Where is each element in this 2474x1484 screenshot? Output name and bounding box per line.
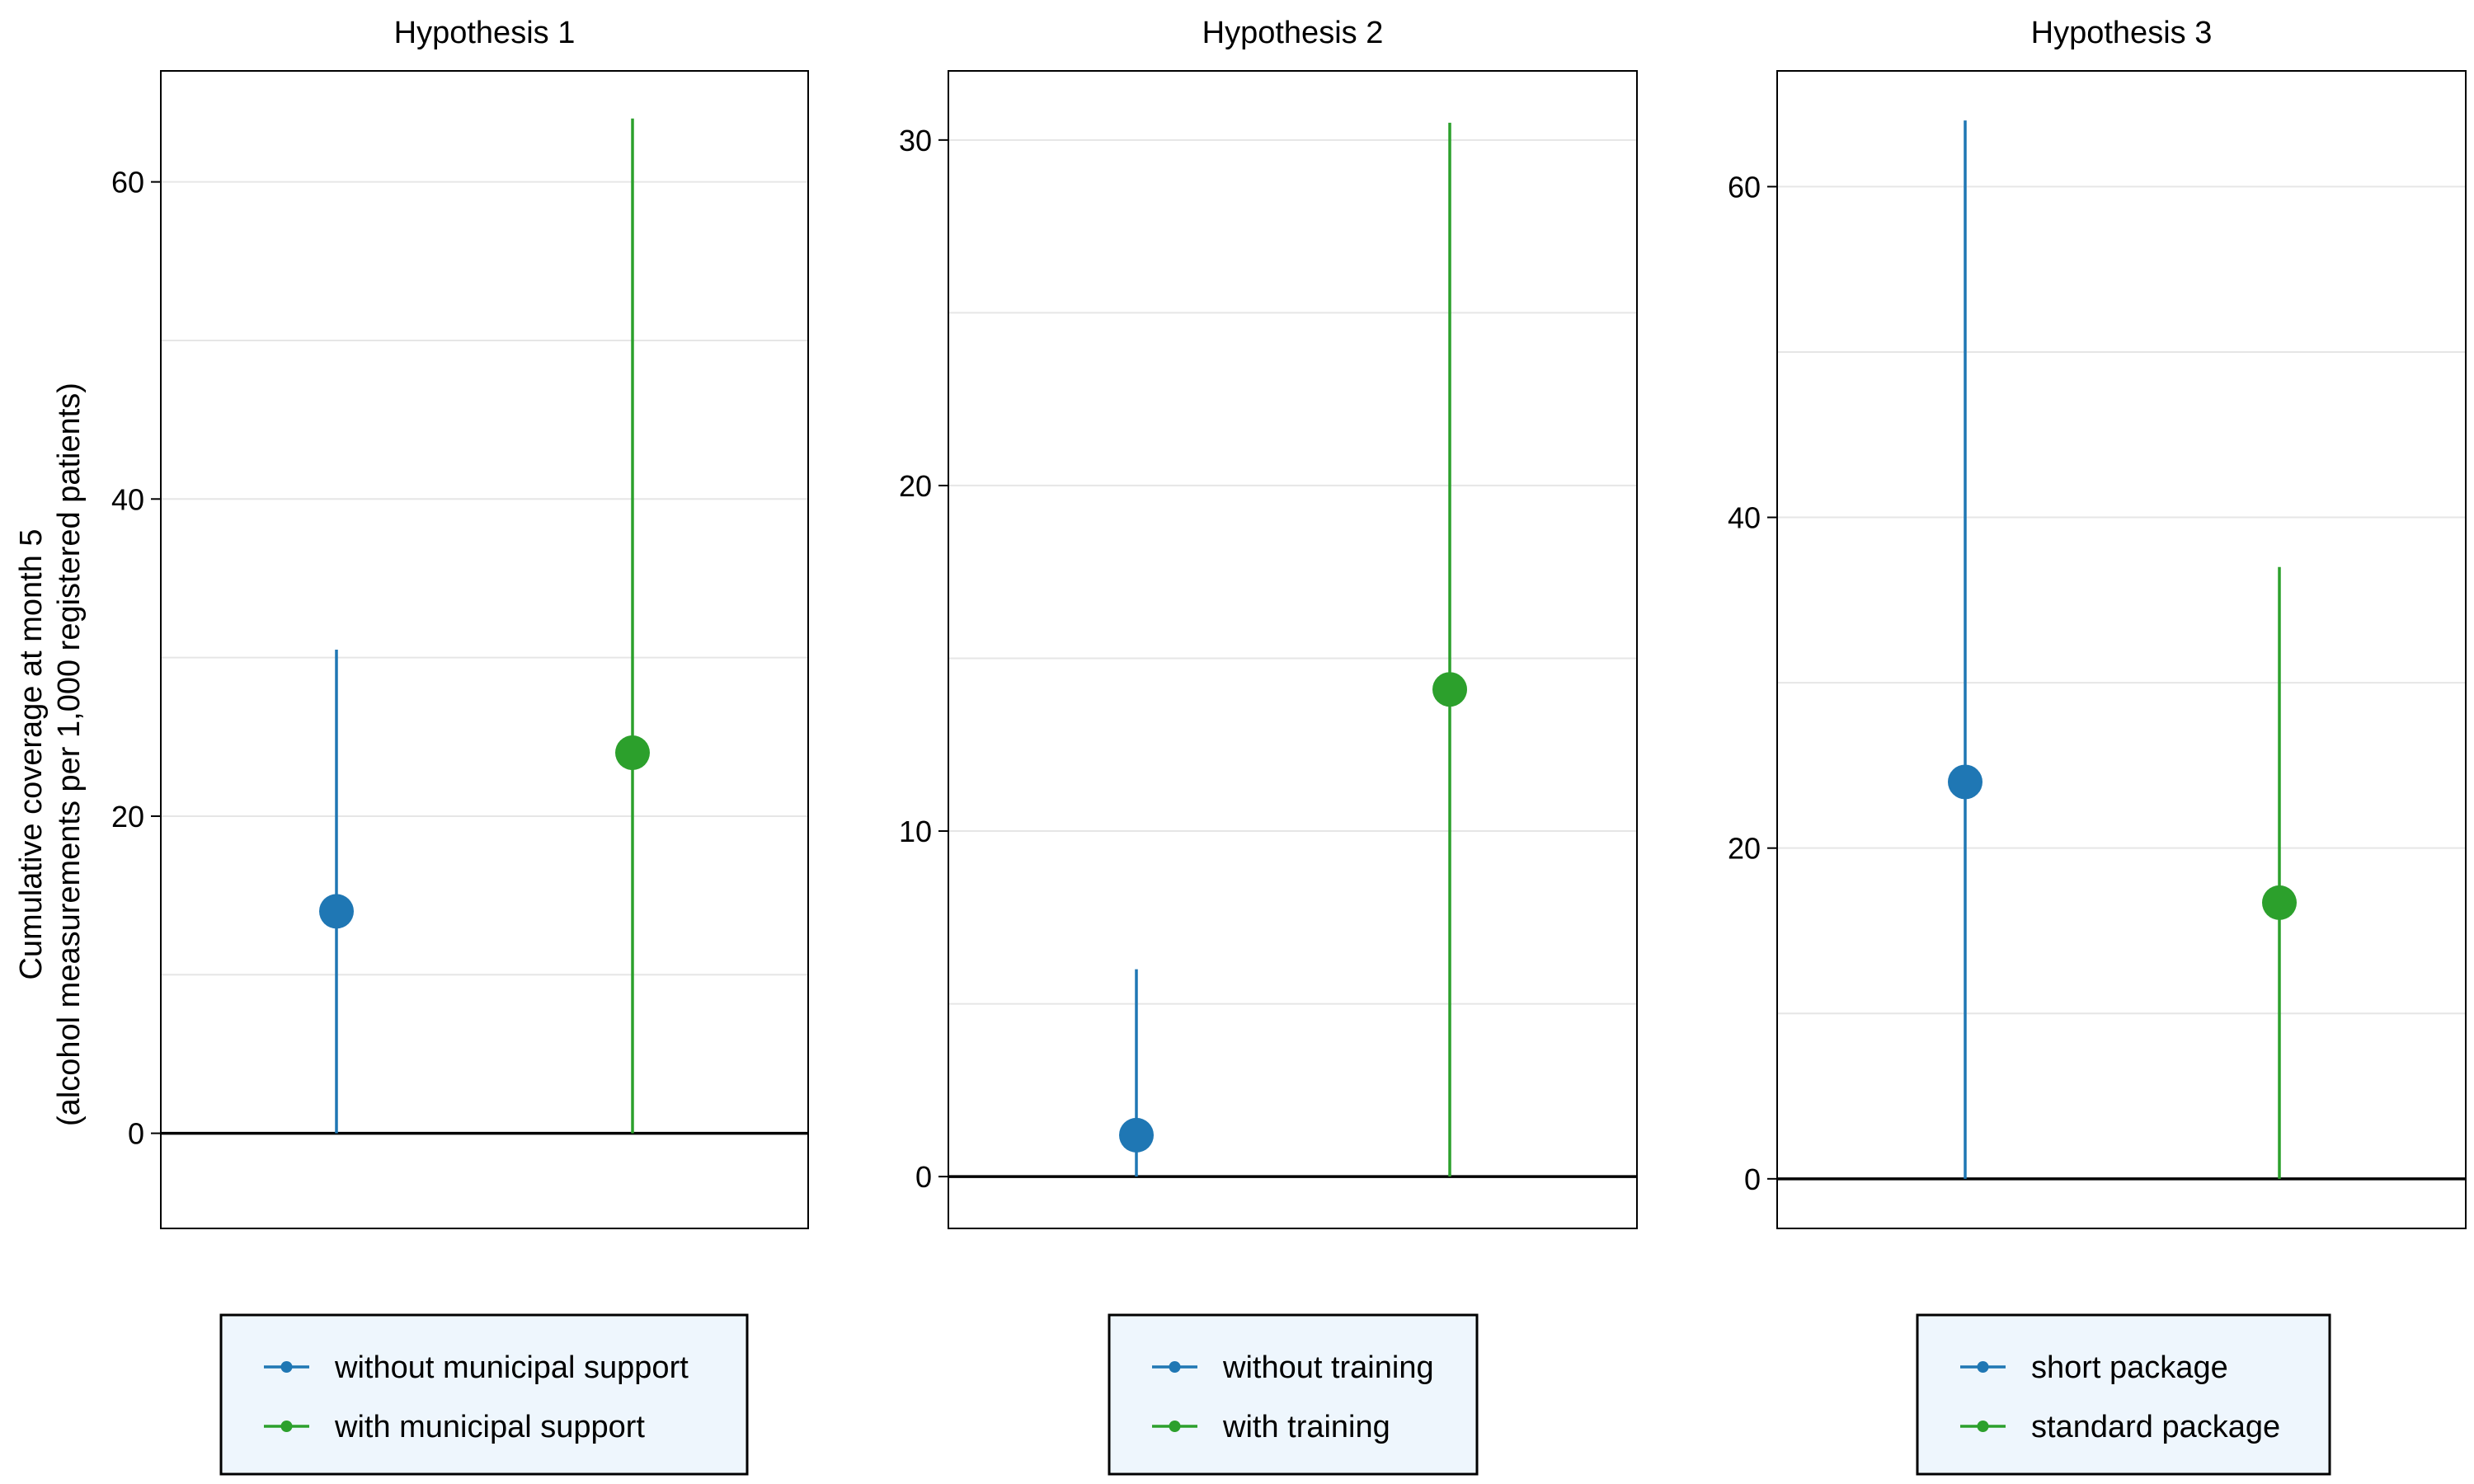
legend: without municipal support with municipal … bbox=[219, 1313, 749, 1476]
y-tick-label: 20 bbox=[111, 800, 144, 834]
y-axis-label-line2: (alcohol measurements per 1,000 register… bbox=[52, 383, 87, 1126]
y-tick-label: 10 bbox=[899, 815, 932, 848]
point-estimate bbox=[615, 735, 650, 771]
y-tick-label: 60 bbox=[111, 166, 144, 200]
legend-label: without municipal support bbox=[334, 1350, 689, 1385]
point-estimate bbox=[1119, 1117, 1154, 1153]
panel-title: Hypothesis 1 bbox=[394, 16, 576, 50]
y-tick-label: 40 bbox=[111, 482, 144, 516]
point-estimate bbox=[1948, 764, 1982, 800]
panel-2: Hypothesis 2 0 10 20 30 without training with … bbox=[899, 16, 1638, 1476]
legend-box bbox=[1108, 1313, 1479, 1476]
y-tick-label: 0 bbox=[1744, 1162, 1761, 1196]
legend-key-marker bbox=[1169, 1361, 1181, 1373]
legend-box bbox=[219, 1313, 749, 1476]
point-estimate bbox=[1432, 672, 1467, 707]
y-tick-label: 20 bbox=[1728, 832, 1761, 866]
panel-title: Hypothesis 3 bbox=[2031, 16, 2213, 50]
plot-frame bbox=[160, 70, 809, 1229]
legend-key-marker bbox=[1977, 1361, 1989, 1373]
y-axis-label-line1: Cumulative coverage at month 5 bbox=[14, 528, 49, 979]
legend-label: standard package bbox=[2031, 1410, 2280, 1444]
legend: short package standard package bbox=[1916, 1313, 2331, 1476]
y-tick-label: 20 bbox=[899, 469, 932, 503]
panel-3: Hypothesis 3 0 20 40 60 short package standard… bbox=[1728, 16, 2467, 1476]
y-tick-label: 60 bbox=[1728, 170, 1761, 204]
legend-key-marker bbox=[280, 1421, 293, 1432]
legend-label: without training bbox=[1222, 1350, 1434, 1385]
y-tick-label: 0 bbox=[128, 1117, 144, 1151]
panel-title: Hypothesis 2 bbox=[1202, 16, 1384, 50]
y-tick-label: 0 bbox=[915, 1160, 932, 1194]
y-tick-label: 30 bbox=[899, 124, 932, 157]
point-estimate bbox=[319, 894, 354, 929]
y-tick-label: 40 bbox=[1728, 501, 1761, 535]
legend: without training with training bbox=[1108, 1313, 1479, 1476]
point-estimate bbox=[2262, 885, 2297, 920]
legend-label: short package bbox=[2031, 1350, 2228, 1385]
legend-box bbox=[1916, 1313, 2331, 1476]
panels: Hypothesis 1 0 20 40 60 without municipal sup… bbox=[111, 16, 2467, 1476]
legend-key-marker bbox=[1977, 1421, 1989, 1432]
legend-label: with training bbox=[1222, 1410, 1390, 1444]
legend-label: with municipal support bbox=[334, 1410, 645, 1444]
plot-frame bbox=[948, 70, 1638, 1229]
plot-frame bbox=[1776, 70, 2467, 1229]
legend-key-marker bbox=[280, 1361, 293, 1373]
legend-key-marker bbox=[1169, 1421, 1181, 1432]
panel-1: Hypothesis 1 0 20 40 60 without municipal sup… bbox=[111, 16, 809, 1476]
